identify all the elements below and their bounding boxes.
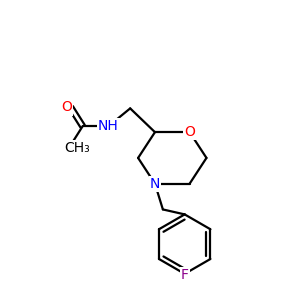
Text: O: O bbox=[61, 100, 72, 114]
Text: O: O bbox=[184, 125, 195, 139]
Text: NH: NH bbox=[98, 119, 119, 133]
Text: N: N bbox=[150, 177, 160, 191]
Text: F: F bbox=[181, 268, 189, 282]
Text: CH₃: CH₃ bbox=[64, 141, 90, 155]
